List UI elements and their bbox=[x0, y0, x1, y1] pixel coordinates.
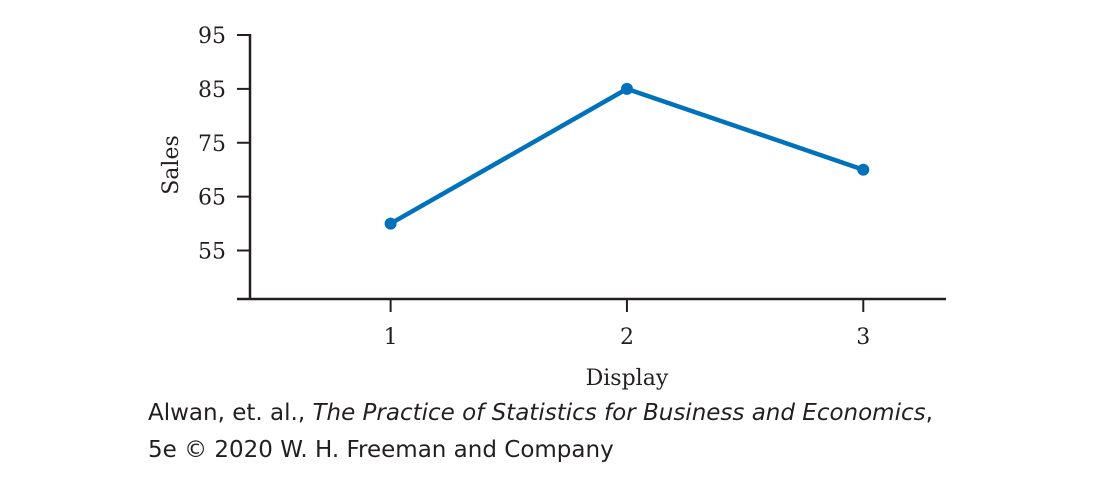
x-tick-label: 3 bbox=[856, 325, 870, 350]
y-tick-label: 55 bbox=[198, 240, 226, 265]
axes bbox=[237, 34, 946, 301]
x-tick-label: 1 bbox=[384, 325, 398, 350]
y-tick-label: 95 bbox=[198, 24, 226, 49]
y-ticks: 55 65 75 85 95 bbox=[198, 24, 250, 265]
credit-book-title: The Practice of Statistics for Business … bbox=[312, 400, 926, 426]
line-chart: 55 65 75 85 95 1 2 3 Display Sales bbox=[159, 24, 946, 391]
data-point bbox=[620, 82, 633, 95]
y-tick-label: 75 bbox=[198, 132, 226, 157]
series bbox=[384, 82, 870, 230]
x-axis-title: Display bbox=[586, 366, 669, 391]
series-line bbox=[388, 86, 866, 226]
y-axis-title: Sales bbox=[159, 135, 184, 195]
credit-author: Alwan, et. al., bbox=[148, 400, 313, 426]
x-tick-label: 2 bbox=[620, 325, 634, 350]
y-tick-label: 65 bbox=[198, 186, 226, 211]
data-point bbox=[857, 163, 870, 176]
figure-credit-line-1: Alwan, et. al., The Practice of Statisti… bbox=[148, 400, 933, 426]
credit-comma: , bbox=[925, 400, 933, 426]
figure-credit-line-2: 5e © 2020 W. H. Freeman and Company bbox=[148, 437, 614, 463]
x-ticks: 1 2 3 bbox=[384, 299, 870, 350]
data-point bbox=[384, 217, 397, 230]
y-tick-label: 85 bbox=[198, 78, 226, 103]
